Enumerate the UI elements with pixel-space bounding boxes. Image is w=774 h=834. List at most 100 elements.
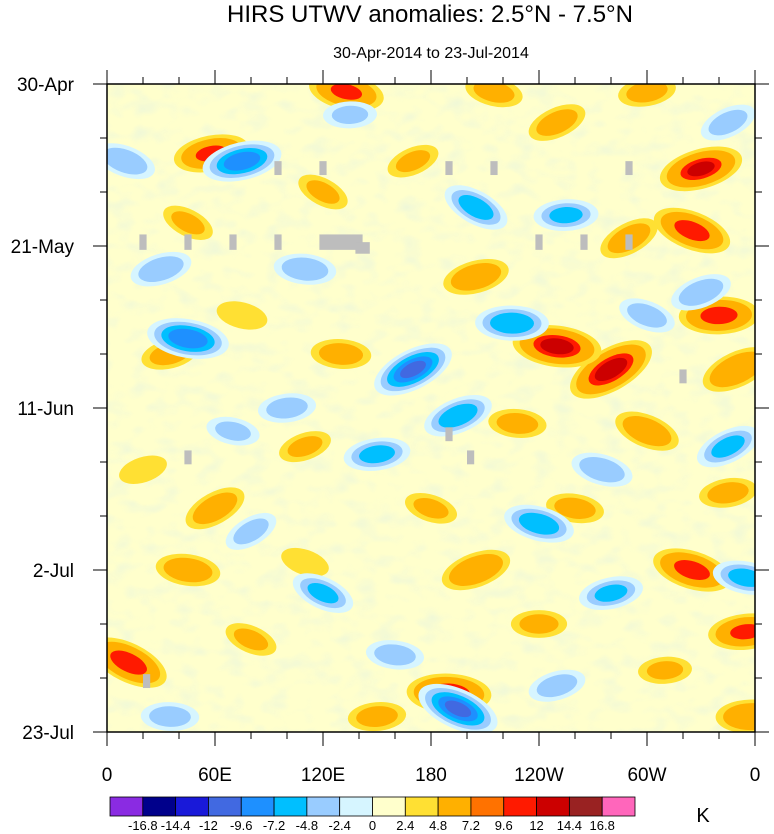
colorbar-swatch: [470, 796, 505, 817]
anomaly-feature: [298, 174, 348, 210]
contour-level: [594, 584, 628, 602]
contour-level: [711, 435, 745, 458]
contour-level: [708, 109, 748, 136]
anomaly-feature: [615, 411, 679, 451]
anomaly-feature: [699, 477, 755, 508]
contour-level: [374, 644, 416, 666]
anomaly-feature: [702, 347, 755, 392]
colorbar-label: 9.6: [495, 818, 513, 833]
anomaly-feature: [671, 274, 731, 311]
missing-data-patch: [445, 161, 453, 176]
contour-level: [730, 624, 755, 640]
colorbar-label: 7.2: [462, 818, 480, 833]
missing-data-patch: [679, 369, 687, 384]
anomaly-feature: [579, 576, 643, 611]
colorbar-label: 14.4: [557, 818, 582, 833]
contour-level: [496, 413, 539, 434]
missing-data-patch: [625, 161, 633, 176]
anomaly-feature: [310, 338, 372, 370]
anomaly-feature: [708, 613, 755, 651]
missing-data-patch: [184, 450, 192, 465]
contour-level: [395, 150, 431, 173]
anomaly-feature: [528, 104, 586, 141]
anomaly-feature: [281, 547, 329, 577]
anomaly-feature: [147, 318, 229, 359]
anomaly-feature: [216, 301, 268, 330]
contour-level: [716, 356, 755, 383]
anomaly-feature: [441, 549, 511, 591]
missing-data-patch: [445, 427, 453, 442]
contour-level: [518, 512, 560, 535]
colorbar-label: 12: [529, 818, 543, 833]
contour-level: [119, 455, 167, 484]
anomaly-feature: [528, 669, 586, 702]
contour-level: [281, 257, 329, 281]
anomaly-feature: [292, 573, 354, 613]
y-tick-label: 30-Apr: [17, 75, 75, 96]
colorbar-unit-label: K: [696, 805, 710, 827]
y-tick-label: 11-Jun: [17, 399, 74, 420]
anomaly-feature: [465, 84, 523, 108]
missing-data-patch: [184, 234, 192, 250]
contour-level: [707, 482, 749, 504]
anomaly-feature: [715, 699, 755, 732]
contour-level: [107, 147, 148, 175]
anomaly-feature: [343, 437, 411, 471]
x-tick-label: 120W: [514, 765, 564, 786]
contour-level: [674, 560, 710, 580]
contour-level: [171, 561, 205, 579]
anomaly-feature: [424, 394, 492, 437]
x-tick-label: 0: [102, 765, 113, 786]
contour-level: [138, 256, 184, 283]
contour-level: [627, 303, 667, 328]
contour-level: [438, 403, 478, 428]
anomaly-feature: [155, 553, 221, 587]
anomaly-feature: [107, 143, 155, 180]
y-tick-label: 21-May: [11, 237, 75, 258]
contour-level: [330, 84, 363, 100]
missing-data-patch: [355, 242, 370, 254]
contour-level: [549, 207, 583, 224]
contour-level: [223, 151, 261, 171]
contour-level: [171, 211, 205, 235]
anomaly-feature: [279, 431, 331, 463]
colorbar-label: -9.6: [230, 818, 252, 833]
colorbar-swatch: [175, 796, 209, 817]
anomaly-feature: [163, 205, 213, 241]
contour-level: [168, 328, 208, 349]
anomaly-feature: [202, 140, 282, 182]
colorbar-label: -14.4: [161, 818, 191, 833]
contour-level: [318, 343, 364, 365]
anomaly-feature: [533, 199, 599, 232]
contour-level: [233, 518, 269, 545]
x-tick-label: 120E: [301, 765, 345, 786]
anomaly-feature: [475, 305, 549, 341]
contour-level: [540, 338, 574, 355]
colorbar-swatch: [339, 796, 373, 817]
contour-level: [536, 674, 578, 698]
anomaly-feature: [700, 104, 755, 141]
anomaly-feature: [374, 343, 452, 396]
x-tick-label: 60W: [627, 765, 666, 786]
colorbar-swatch: [568, 796, 603, 817]
contour-level: [629, 420, 665, 442]
colorbar-label: 4.8: [429, 818, 447, 833]
anomaly-feature: [510, 610, 568, 638]
anomaly-feature: [638, 656, 692, 684]
colorbar-label: 0: [369, 818, 376, 833]
colorbar-swatch: [306, 796, 341, 817]
anomaly-feature: [571, 452, 633, 487]
x-tick-label: 180: [415, 765, 447, 786]
colorbar-label: -2.4: [328, 818, 350, 833]
anomaly-feature: [443, 258, 509, 295]
anomaly-feature: [323, 101, 377, 129]
anomaly-feature: [653, 548, 731, 592]
colorbar-label: 2.4: [396, 818, 414, 833]
anomaly-feature: [619, 298, 675, 333]
contour-level: [266, 397, 308, 419]
anomaly-feature: [119, 455, 167, 484]
contour-level: [687, 161, 715, 177]
contour-level: [331, 105, 369, 124]
missing-data-patch: [274, 161, 282, 176]
anomaly-feature: [418, 683, 498, 732]
